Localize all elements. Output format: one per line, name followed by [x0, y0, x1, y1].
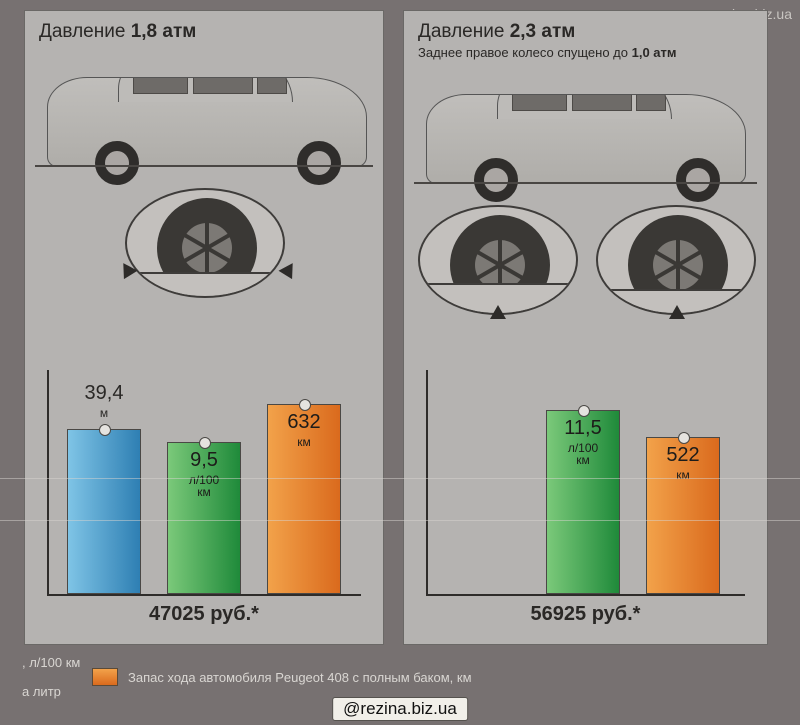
bar-consumption: 9,5л/100км: [167, 442, 241, 594]
axis-y: [47, 370, 49, 596]
car-window: [572, 94, 632, 111]
subtitle-value: 1,0 атм: [632, 45, 677, 60]
marker-dot: [299, 399, 311, 411]
car-illustration-left: [35, 53, 373, 178]
title-prefix: Давление: [39, 21, 131, 42]
car-wheel-rear: [474, 158, 518, 202]
subtitle-prefix: Заднее правое колесо спущено до: [418, 45, 632, 60]
bar-label: 522км: [647, 444, 719, 481]
arrow-icon: [490, 305, 506, 319]
bar-label: 9,5л/100км: [168, 449, 240, 498]
guide-line: [0, 520, 800, 521]
title-value: 1,8 атм: [131, 21, 197, 42]
panel-right-header: Давление 2,3 атм Заднее правое колесо сп…: [404, 11, 767, 66]
car-roof: [497, 94, 672, 119]
car-window: [257, 77, 287, 94]
wheel-detail-rear: [418, 205, 578, 315]
cost-left: 47025 руб.*: [39, 603, 369, 626]
cost-value: 56925: [531, 603, 587, 625]
wheel-detail-front: [596, 205, 756, 315]
axis-y: [426, 370, 428, 596]
legend: , л/100 км Запас хода автомобиля Peugeot…: [22, 649, 472, 699]
bar-range: 522км: [646, 437, 720, 594]
car-roof: [118, 77, 293, 102]
chart-right: 11,5л/100км 522км 56925 руб.*: [418, 370, 753, 630]
panel-left-header: Давление 1,8 атм: [25, 11, 383, 49]
bar-label: 11,5л/100км: [547, 417, 619, 466]
legend-frag-a: , л/100 км: [22, 655, 80, 670]
bar-label: 632км: [268, 411, 340, 448]
bar-distance: 39,4м: [67, 429, 141, 594]
wheel-detail-row-right: [414, 205, 757, 345]
panel-left: Давление 1,8 атм 39,4м 9,5л/100км: [24, 10, 384, 645]
car-illustration-right: [414, 70, 757, 195]
arrow-icon: [669, 305, 685, 319]
legend-swatch-orange: [92, 668, 118, 686]
bar-range: 632км: [267, 404, 341, 594]
car-window: [193, 77, 253, 94]
axis-x: [426, 594, 745, 596]
title-prefix: Давление: [418, 21, 510, 42]
bar-consumption: 11,5л/100км: [546, 410, 620, 594]
panel-left-title: Давление 1,8 атм: [39, 21, 369, 43]
guide-line: [0, 478, 800, 479]
cost-unit: руб.*: [205, 603, 259, 625]
marker-dot: [578, 405, 590, 417]
chart-left: 39,4м 9,5л/100км 632км 47025 руб.*: [39, 370, 369, 630]
ground-line: [35, 165, 373, 167]
panel-right-subtitle: Заднее правое колесо спущено до 1,0 атм: [418, 45, 753, 60]
cost-right: 56925 руб.*: [418, 603, 753, 626]
contact-patch: [127, 272, 283, 296]
panel-right-title: Давление 2,3 атм: [418, 21, 753, 43]
car-wheel-front: [676, 158, 720, 202]
wheel-detail-row-left: [35, 188, 373, 328]
car-wheel-rear: [95, 141, 139, 185]
marker-dot: [199, 437, 211, 449]
car-wheel-front: [297, 141, 341, 185]
site-badge: @rezina.biz.ua: [332, 697, 468, 721]
car-window: [512, 94, 567, 111]
wheel-detail: [125, 188, 285, 298]
cost-unit: руб.*: [586, 603, 640, 625]
legend-frag-b: а литр: [22, 684, 61, 699]
marker-dot: [678, 432, 690, 444]
axis-x: [47, 594, 361, 596]
panel-right: Давление 2,3 атм Заднее правое колесо сп…: [403, 10, 768, 645]
marker-dot: [99, 424, 111, 436]
car-window: [133, 77, 188, 94]
ground-line: [414, 182, 757, 184]
legend-orange-label: Запас хода автомобиля Peugeot 408 с полн…: [128, 670, 472, 685]
bar-label: 39,4м: [68, 382, 140, 419]
cost-value: 47025: [149, 603, 205, 625]
car-window: [636, 94, 666, 111]
title-value: 2,3 атм: [510, 21, 576, 42]
